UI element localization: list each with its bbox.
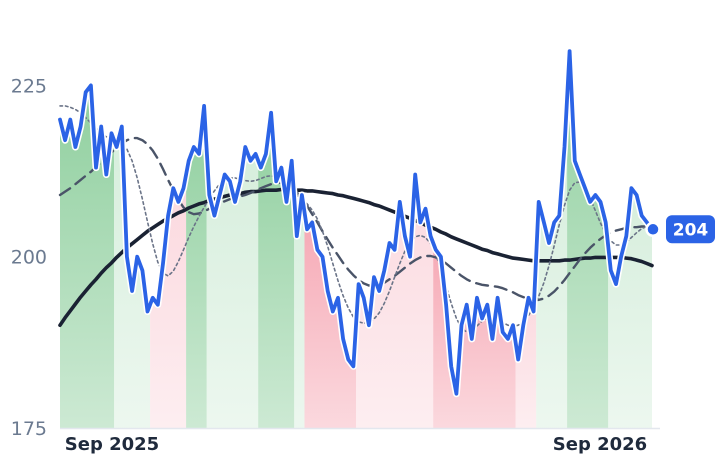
regime-band-2 <box>150 188 187 428</box>
regime-band-3 <box>186 105 207 429</box>
regime-band-4 <box>206 147 259 428</box>
last-value-badge <box>666 215 715 244</box>
regime-band-12 <box>567 51 609 428</box>
x-axis-ticks: Sep 2025 Sep 2026 <box>65 434 647 455</box>
regime-band-0 <box>60 85 115 429</box>
last-value-dot <box>645 221 661 238</box>
slow-ma-line <box>58 187 654 327</box>
regime-band-7 <box>304 222 356 428</box>
y-tick-label: 200 <box>11 247 47 269</box>
y-tick-label: 225 <box>11 75 47 97</box>
last-value-marker: 204 <box>645 215 715 244</box>
price-line-group <box>56 47 656 398</box>
regime-band-13 <box>608 188 652 428</box>
mid-ma-line <box>58 136 654 302</box>
price-line <box>58 49 654 396</box>
x-tick-label: Sep 2026 <box>553 434 647 455</box>
x-tick-label: Sep 2025 <box>65 434 159 455</box>
y-axis-ticks: 175 200 225 <box>11 75 47 440</box>
y-tick-label: 175 <box>11 418 47 440</box>
last-value-text: 204 <box>673 220 709 240</box>
regime-band-6 <box>294 195 305 428</box>
